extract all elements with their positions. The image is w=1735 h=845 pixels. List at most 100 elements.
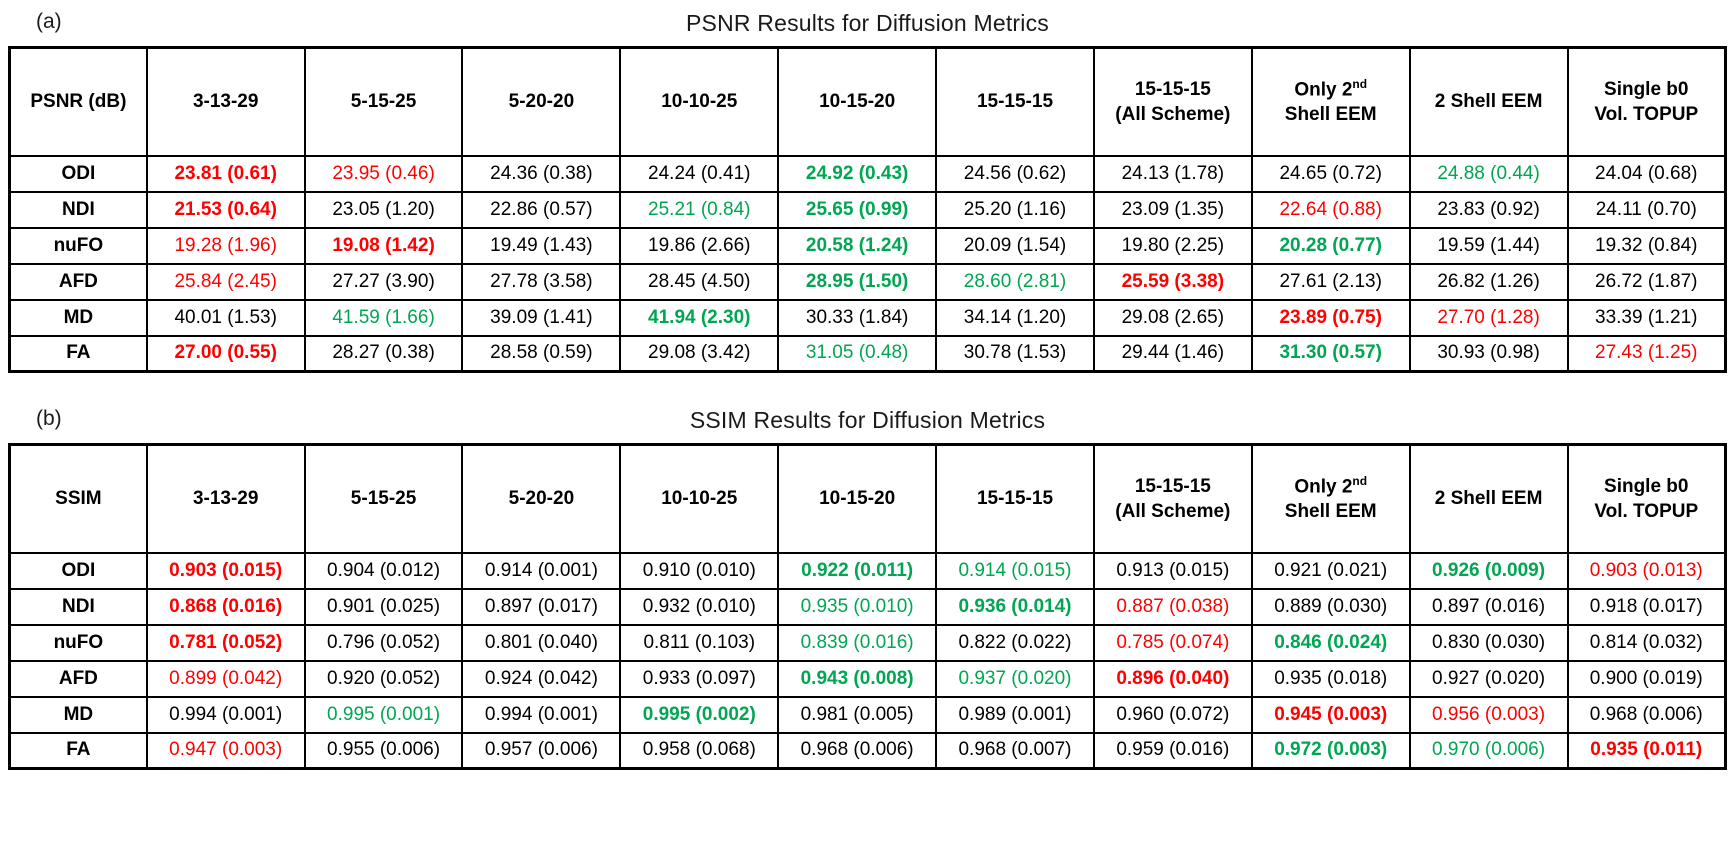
ssim-title: SSIM Results for Diffusion Metrics [689,407,1046,433]
value-cell: 0.935 (0.018) [1250,659,1411,698]
value-cell: 24.56 (0.62) [935,154,1095,193]
value-cell: 0.989 (0.001) [935,695,1095,734]
column-header-line: Only 2nd [1256,77,1406,102]
row-label: FA [8,731,148,770]
column-header: Only 2nd Shell EEM [1250,46,1411,157]
value-cell: 0.814 (0.032) [1566,623,1727,662]
psnr-title: PSNR Results for Diffusion Metrics [686,10,1049,36]
table-row: nuFO 0.781 (0.052) 0.796 (0.052) 0.801 (0.0… [8,623,1727,662]
value-cell: 24.04 (0.68) [1566,154,1727,193]
value-cell: 24.13 (1.78) [1092,154,1253,193]
column-header: 2 Shell EEM [1408,46,1569,157]
column-header: 2 Shell EEM [1408,443,1569,554]
ssim-table: SSIM 3-13-29 5-15-25 5-20-20 10-10-25 10-15-2… [8,443,1727,770]
value-cell: 0.960 (0.072) [1092,695,1253,734]
value-cell: 26.72 (1.87) [1566,262,1727,301]
column-header-text: 5-15-25 [350,91,417,113]
column-header-line: 5-20-20 [466,486,616,511]
value-cell: 0.927 (0.020) [1408,659,1569,698]
value-cell: 28.60 (2.81) [935,262,1095,301]
row-label: AFD [8,262,148,301]
column-header-line: (All Scheme) [1098,102,1248,127]
value-cell: 22.64 (0.88) [1250,190,1411,229]
value-cell: 19.59 (1.44) [1408,226,1569,265]
column-header: 5-20-20 [461,46,622,157]
value-cell: 0.935 (0.010) [777,587,938,626]
value-cell: 24.36 (0.38) [461,154,622,193]
value-cell: 0.937 (0.020) [935,659,1095,698]
value-cell: 25.84 (2.45) [145,262,306,301]
ssim-caption-row: (b) SSIM Results for Diffusion Metrics [8,403,1727,443]
value-cell: 0.899 (0.042) [145,659,306,698]
value-cell: 0.922 (0.011) [777,551,938,590]
value-cell: 0.785 (0.074) [1092,623,1253,662]
value-cell: 0.926 (0.009) [1408,551,1569,590]
value-cell: 28.95 (1.50) [777,262,938,301]
value-cell: 23.83 (0.92) [1408,190,1569,229]
row-label: nuFO [8,623,148,662]
value-cell: 0.910 (0.010) [619,551,780,590]
column-header-text: Vol. TOPUP [1594,500,1699,522]
column-header-text: 5-15-25 [350,488,417,510]
value-cell: 20.28 (0.77) [1250,226,1411,265]
value-cell: 27.78 (3.58) [461,262,622,301]
row-label: MD [8,298,148,337]
value-cell: 28.45 (4.50) [619,262,780,301]
value-cell: 0.900 (0.019) [1566,659,1727,698]
value-cell: 0.796 (0.052) [303,623,464,662]
panel-psnr: (a) PSNR Results for Diffusion Metrics P… [8,6,1727,373]
value-cell: 25.21 (0.84) [619,190,780,229]
psnr-table: PSNR (dB) 3-13-29 5-15-25 5-20-20 10-10-25 10… [8,46,1727,373]
table-row: MD 0.994 (0.001) 0.995 (0.001) 0.994 (0.001… [8,695,1727,734]
column-header: 15-15-15 (All Scheme) [1092,443,1253,554]
value-cell: 0.914 (0.015) [935,551,1095,590]
column-header-text: Single b0 [1604,78,1689,100]
value-cell: 0.970 (0.006) [1408,731,1569,770]
column-header-line: 15-15-15 [940,89,1090,114]
value-cell: 30.78 (1.53) [935,334,1095,373]
value-cell: 29.08 (2.65) [1092,298,1253,337]
column-header-text: 15-15-15 [976,488,1054,510]
value-cell: 0.896 (0.040) [1092,659,1253,698]
column-header: 5-20-20 [461,443,622,554]
column-header-line: Shell EEM [1256,499,1406,524]
column-header-text: Shell EEM [1284,103,1377,125]
table-row: ODI 23.81 (0.61) 23.95 (0.46) 24.36 (0.38) 2… [8,154,1727,193]
superscript-text: nd [1352,473,1368,488]
value-cell: 0.968 (0.007) [935,731,1095,770]
column-header-text: Only 2 [1294,475,1353,497]
value-cell: 25.59 (3.38) [1092,262,1253,301]
column-header-line: 2 Shell EEM [1414,486,1564,511]
value-cell: 29.44 (1.46) [1092,334,1253,373]
psnr-table-head: PSNR (dB) 3-13-29 5-15-25 5-20-20 10-10-25 10… [8,46,1727,157]
column-header-text: Only 2 [1294,78,1353,100]
column-header-text: 10-10-25 [661,488,738,510]
value-cell: 25.65 (0.99) [777,190,938,229]
value-cell: 0.994 (0.001) [145,695,306,734]
column-header-text: 5-20-20 [508,488,575,510]
column-header-line: Single b0 [1572,474,1722,499]
value-cell: 0.933 (0.097) [619,659,780,698]
value-cell: 41.94 (2.30) [619,298,780,337]
column-header-text: 10-15-20 [819,91,896,113]
value-cell: 0.955 (0.006) [303,731,464,770]
column-header: Single b0 Vol. TOPUP [1566,443,1727,554]
panel-label-b: (b) [36,407,62,430]
column-header-text: 15-15-15 [1134,475,1211,497]
column-header-text: Shell EEM [1284,500,1377,522]
value-cell: 0.995 (0.002) [619,695,780,734]
value-cell: 19.80 (2.25) [1092,226,1253,265]
value-cell: 0.897 (0.017) [461,587,622,626]
column-header: 3-13-29 [145,46,306,157]
value-cell: 30.33 (1.84) [777,298,938,337]
superscript-text: nd [1352,76,1368,91]
column-header-line: 3-13-29 [151,89,301,114]
column-header: 15-15-15 [935,443,1095,554]
value-cell: 24.92 (0.43) [777,154,938,193]
value-cell: 29.08 (3.42) [619,334,780,373]
value-cell: 0.846 (0.024) [1250,623,1411,662]
panel-label-a: (a) [36,10,62,33]
value-cell: 19.86 (2.66) [619,226,780,265]
value-cell: 23.05 (1.20) [303,190,464,229]
column-header-text: Single b0 [1604,475,1689,497]
